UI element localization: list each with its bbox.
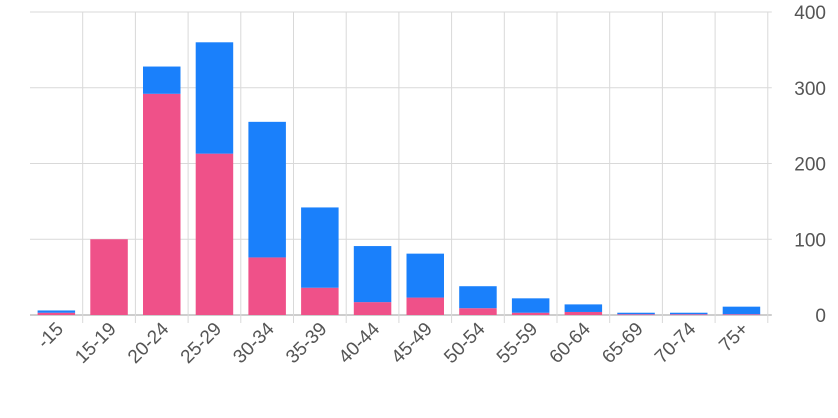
bar-segment-blue-55-59: [511, 298, 550, 313]
x-tick-label: 40-44: [335, 318, 385, 368]
bar-segment-blue-75+: [722, 306, 761, 315]
x-tick-label: 45-49: [388, 319, 437, 368]
bar-segment-pink-60-64: [564, 311, 603, 315]
bar-segment-blue-45-49: [406, 253, 444, 298]
bar-segment-blue--15: [37, 310, 76, 313]
bar-segment-blue-30-34: [248, 121, 286, 258]
x-tick-label: 50-54: [440, 318, 490, 368]
y-axis-tick-labels: 0 100 200 300 400: [794, 3, 826, 327]
bar-segment-pink-25-29: [195, 153, 234, 315]
bar-segment-blue-20-24: [143, 66, 181, 94]
y-tick-label: 0: [815, 306, 826, 327]
bar-segment-blue-25-29: [195, 42, 234, 154]
x-tick-label: 25-29: [177, 319, 226, 368]
bar-segment-pink-45-49: [406, 297, 444, 315]
x-tick-label: 30-34: [229, 318, 279, 368]
grid-lines: [30, 11, 772, 323]
x-tick-label: 55-59: [493, 319, 542, 368]
x-tick-label: 60-64: [546, 318, 596, 368]
x-tick-label: 75+: [715, 319, 753, 357]
bar-segment-pink-15-19: [90, 239, 128, 315]
x-tick-label: 20-24: [124, 318, 174, 368]
x-tick-label: 15-19: [71, 319, 120, 368]
bar-segment-blue-65-69: [617, 312, 655, 315]
bar-segment-blue-40-44: [353, 246, 392, 303]
bar-segment-pink-70-74: [670, 314, 708, 315]
bar-segment-pink-55-59: [511, 312, 550, 315]
y-tick-label: 300: [794, 79, 826, 100]
bars: [37, 42, 761, 315]
x-tick-label: 70-74: [651, 318, 701, 368]
bar-segment-blue-60-64: [564, 304, 603, 312]
bar-segment-pink-65-69: [617, 314, 655, 315]
bar-segment-blue-70-74: [670, 312, 708, 315]
x-tick-label: 35-39: [282, 319, 331, 368]
bar-segment-pink-50-54: [459, 308, 497, 315]
bar-segment-pink--15: [37, 312, 76, 315]
bar-segment-blue-50-54: [459, 286, 497, 309]
y-tick-label: 100: [794, 230, 826, 251]
y-tick-label: 400: [794, 3, 826, 24]
bar-segment-pink-75+: [722, 314, 761, 315]
x-tick-label: 65-69: [598, 319, 647, 368]
x-tick-label: -15: [34, 319, 68, 353]
x-axis-tick-labels: -15 15-19 20-24 25-29 30-34 35-39 40-44 45-49 50…: [34, 318, 753, 368]
bar-segment-pink-40-44: [353, 302, 392, 315]
bar-segment-blue-35-39: [301, 207, 339, 288]
y-tick-label: 200: [794, 155, 826, 176]
bar-segment-pink-30-34: [248, 257, 286, 315]
bar-segment-pink-35-39: [301, 287, 339, 315]
bar-segment-pink-20-24: [143, 93, 181, 315]
